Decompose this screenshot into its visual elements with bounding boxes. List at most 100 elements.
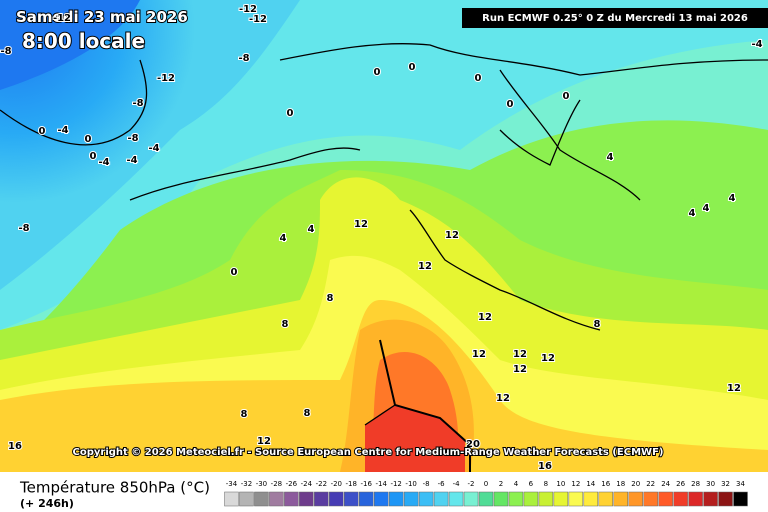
legend-label: -18	[346, 480, 357, 488]
legend-swatch	[269, 491, 284, 507]
legend-swatch	[718, 491, 733, 507]
contour-label: 8	[241, 409, 248, 420]
contour-label: 0	[39, 126, 46, 137]
run-box	[462, 8, 768, 28]
legend-swatch	[688, 491, 703, 507]
legend-label: 30	[706, 480, 715, 488]
contour-label: 0	[85, 134, 92, 145]
contour-label: 20	[466, 439, 480, 450]
contour-label: 16	[538, 461, 552, 472]
contour-label: 12	[478, 312, 492, 323]
copyright: Copyright © 2026 Meteociel.fr - Source E…	[73, 447, 664, 458]
contour-label: 8	[304, 408, 311, 419]
legend-swatch	[329, 491, 344, 507]
contour-label: -12	[249, 14, 267, 25]
legend-label: 2	[499, 480, 503, 488]
time-label: 8:00 locale	[22, 29, 145, 53]
legend-swatch	[418, 491, 434, 507]
legend-swatch	[478, 491, 494, 507]
contour-label: 0	[374, 67, 381, 78]
contour-label: -8	[127, 133, 138, 144]
legend-label: 24	[661, 480, 670, 488]
contour-label: 0	[475, 73, 482, 84]
contour-label: -4	[126, 155, 137, 166]
legend-label: -16	[361, 480, 373, 488]
legend-label: 18	[616, 480, 625, 488]
contour-label: 0	[90, 151, 97, 162]
contour-label: 4	[703, 203, 710, 214]
legend-swatch	[538, 491, 554, 507]
legend-swatch	[553, 491, 569, 507]
legend-swatch	[613, 491, 628, 507]
legend-label: -14	[375, 480, 387, 488]
legend-label: 32	[721, 480, 730, 488]
contour-label: 0	[231, 267, 238, 278]
legend-label: -24	[301, 480, 313, 488]
contour-label: 12	[445, 230, 459, 241]
legend-swatch	[373, 491, 389, 507]
contour-label: -12	[157, 73, 175, 84]
contour-label: -8	[132, 98, 143, 109]
legend-swatch	[314, 491, 329, 507]
contour-label: 4	[689, 208, 696, 219]
contour-label: 0	[563, 91, 570, 102]
contour-label: 16	[8, 441, 22, 452]
contour-label: -12	[239, 4, 257, 15]
legend-swatch	[628, 491, 643, 507]
legend-label: -6	[438, 480, 446, 488]
contour-label: 0	[409, 62, 416, 73]
contour-label: -4	[98, 157, 109, 168]
legend-label: -12	[390, 480, 401, 488]
legend-swatch	[523, 491, 539, 507]
legend-label: -34	[226, 480, 238, 488]
legend-swatch	[403, 491, 419, 507]
contour-label: -4	[751, 39, 762, 50]
contour-label: 12	[472, 349, 486, 360]
contour-label: 12	[496, 393, 510, 404]
legend-swatch	[358, 491, 374, 507]
contour-label: -8	[18, 223, 29, 234]
legend-label: 16	[601, 480, 610, 488]
legend-label: 10	[556, 480, 565, 488]
contour-label: -8	[238, 53, 249, 64]
legend-swatch	[284, 491, 299, 507]
date-label: Samedi 23 mai 2026	[16, 8, 188, 26]
legend-label: -30	[256, 480, 267, 488]
legend-swatch	[658, 491, 673, 507]
legend-swatch	[703, 491, 718, 507]
legend-swatch	[508, 491, 524, 507]
legend-label: 28	[691, 480, 700, 488]
contour-label: -12	[53, 13, 71, 24]
legend-swatch	[254, 491, 269, 507]
contour-label: 8	[282, 319, 289, 330]
legend-label: 34	[736, 480, 745, 488]
legend-swatch	[568, 491, 584, 507]
contour-label: 4	[280, 233, 287, 244]
legend-label: 14	[586, 480, 595, 488]
legend-swatch	[344, 491, 359, 507]
legend-label: 0	[484, 480, 488, 488]
contour-label: -8	[0, 46, 11, 57]
legend-swatch	[463, 491, 479, 507]
legend-swatch	[643, 491, 658, 507]
contour-labels: -12-12-12-8-8-12-8-400 -8-40-4 -40 00000-44…	[0, 3, 764, 473]
legend-swatch	[388, 491, 404, 507]
contour-label: 4	[729, 193, 736, 204]
legend-swatch	[239, 491, 254, 507]
map-background	[0, 0, 768, 473]
contour-label: 12	[354, 219, 368, 230]
legend-label: -32	[241, 480, 252, 488]
legend-label: -2	[468, 480, 475, 488]
contour-label: 12	[727, 383, 741, 394]
legend-label: 20	[631, 480, 640, 488]
legend-swatch	[583, 491, 599, 507]
legend-label: 12	[571, 480, 580, 488]
contour-label: 12	[513, 349, 527, 360]
contour-label: -4	[57, 125, 68, 136]
legend-swatch	[598, 491, 614, 507]
contour-label: 12	[257, 436, 271, 447]
legend-swatch	[673, 491, 688, 507]
footer-title: Température 850hPa (°C)	[19, 479, 210, 497]
